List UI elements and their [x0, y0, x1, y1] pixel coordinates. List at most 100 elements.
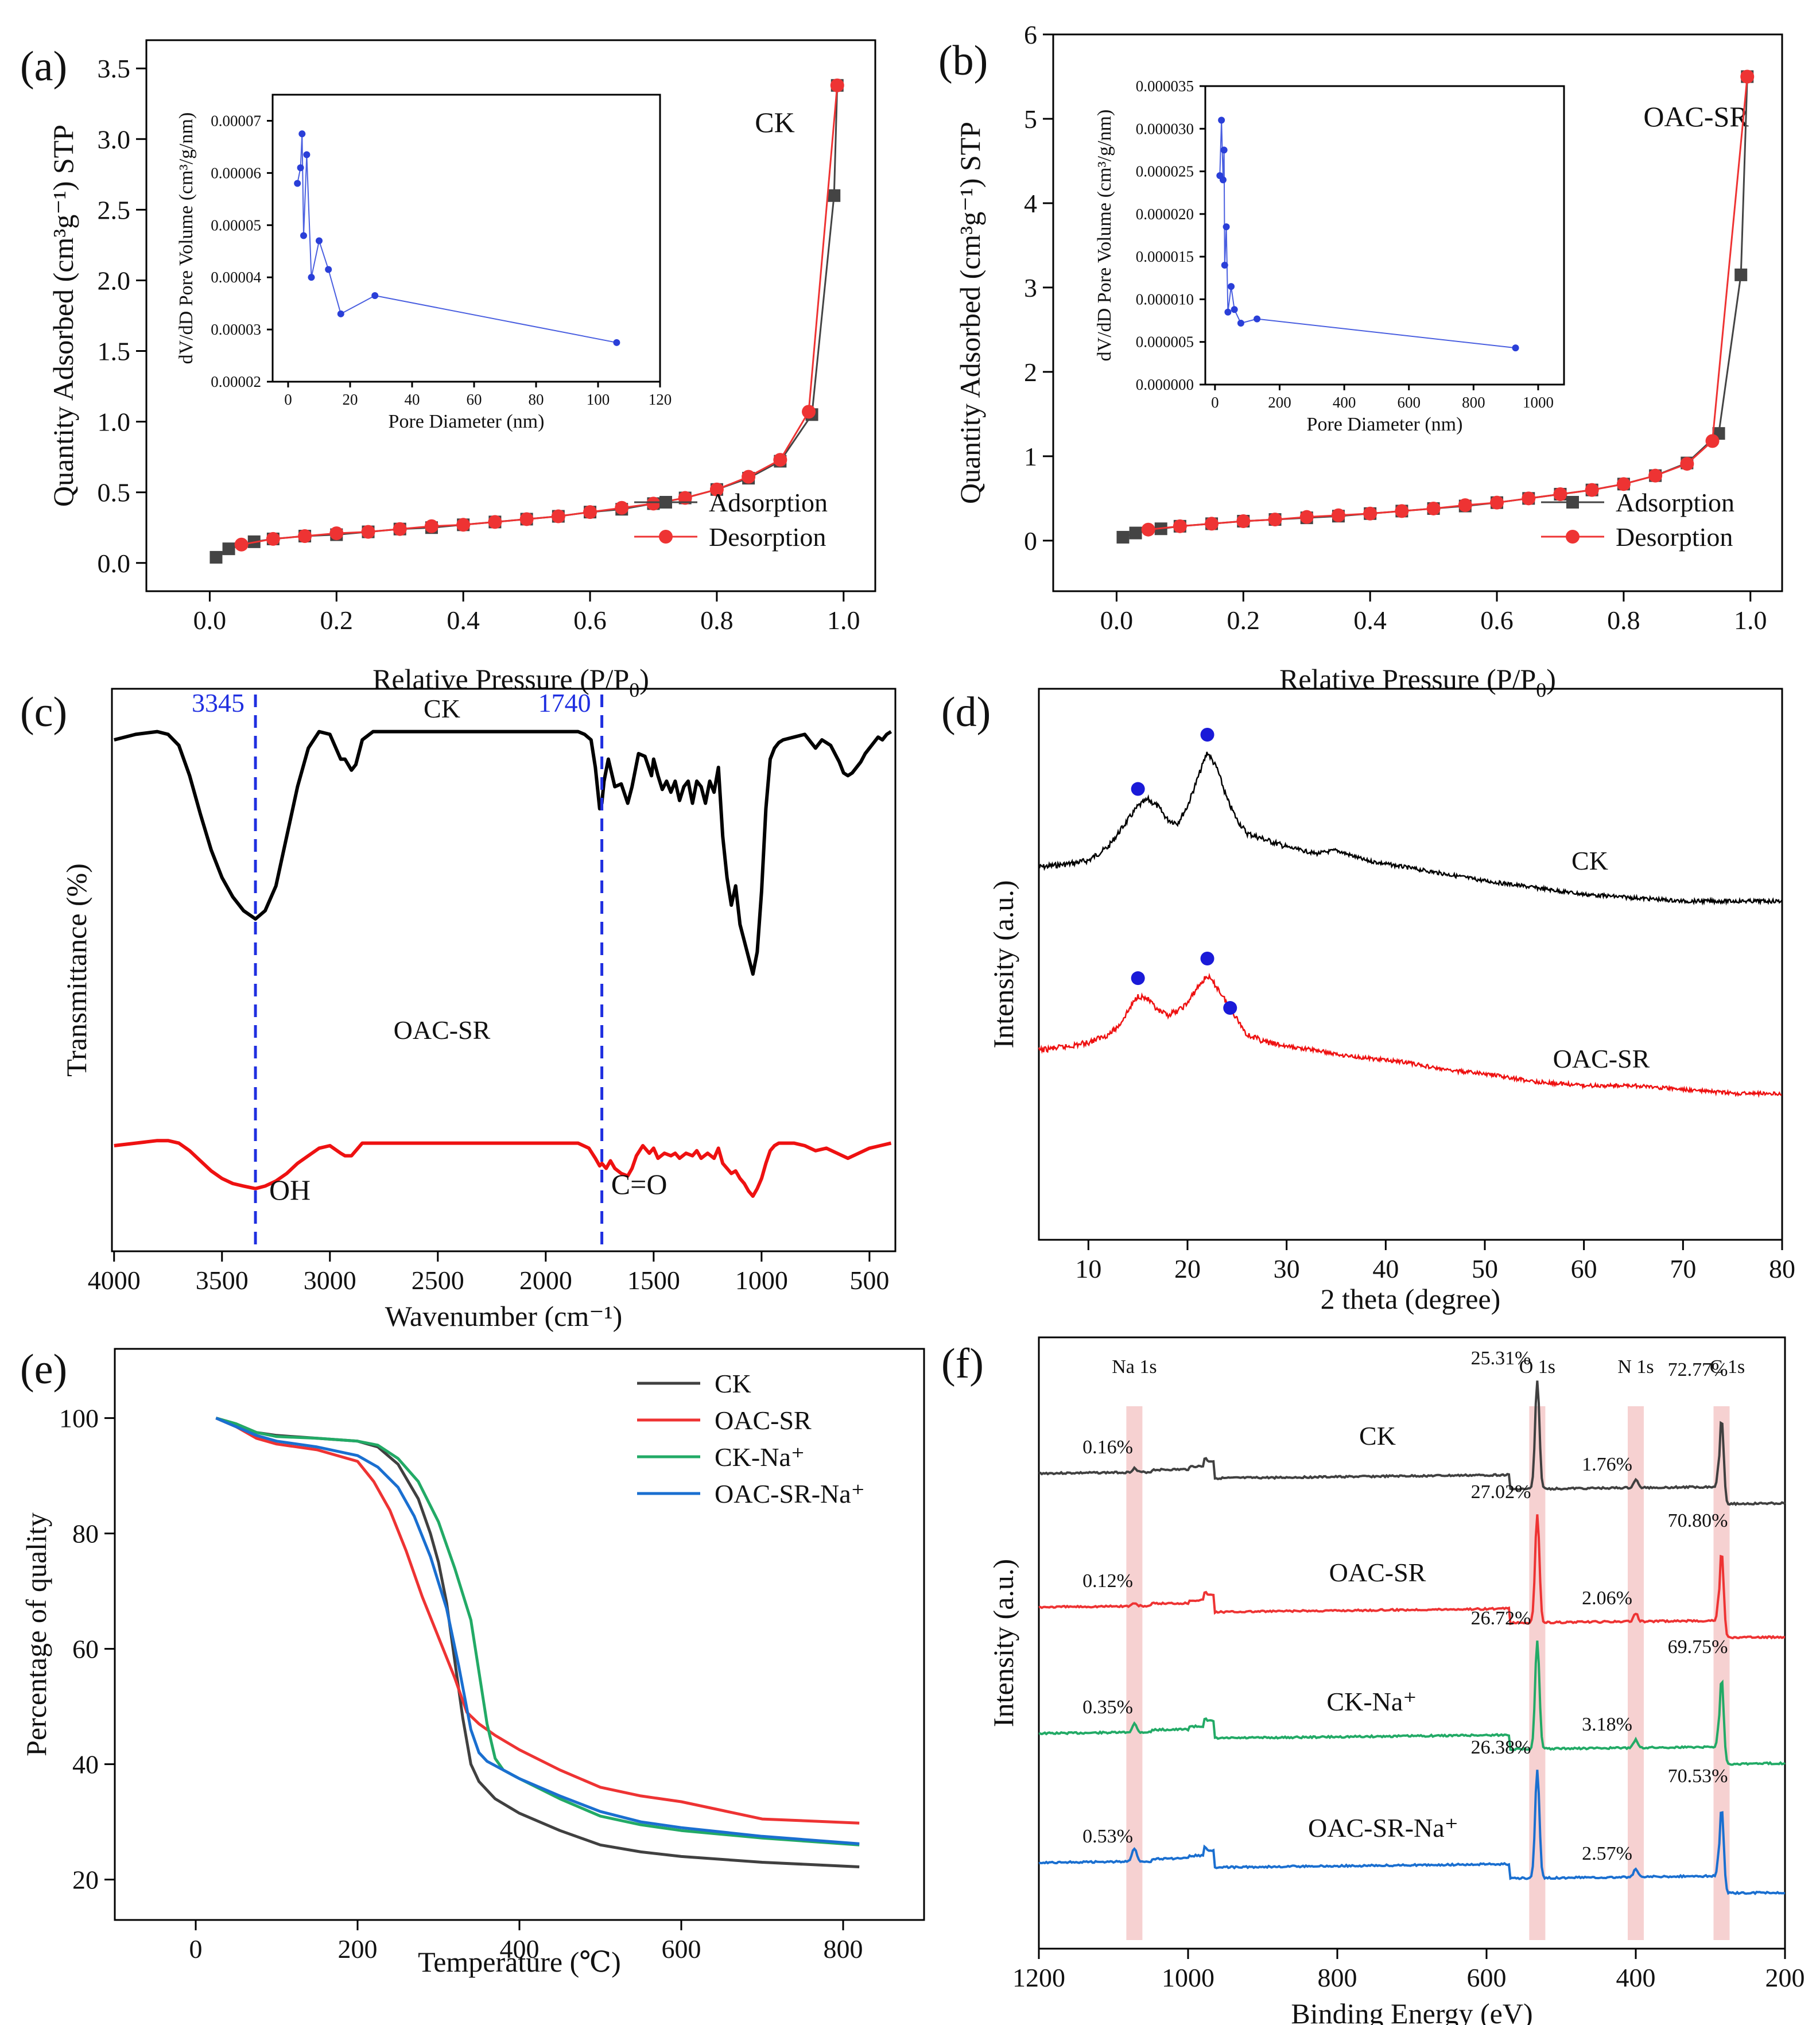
- x-axis-label: Temperature (℃): [418, 1946, 621, 1978]
- data-point-circle: [583, 505, 597, 519]
- y-tick-label: 0.000025: [1136, 163, 1194, 180]
- label-co: C=O: [611, 1168, 668, 1200]
- x-tick-label: 1.0: [1734, 606, 1767, 635]
- x-tick-label: 800: [824, 1934, 863, 1964]
- inset-point: [1231, 306, 1238, 313]
- data-point-circle: [1616, 477, 1631, 491]
- x-tick-label: 4000: [88, 1266, 141, 1295]
- x-tick-label: 0.2: [320, 606, 354, 635]
- x-tick-label: 200: [1765, 1963, 1805, 1992]
- y-axis-label: Transmittance (%): [60, 863, 92, 1077]
- x-tick-label: 40: [1372, 1254, 1399, 1283]
- data-point-circle: [1740, 69, 1755, 84]
- x-axis-label-end: ): [1546, 663, 1556, 695]
- band-label: C 1s: [1710, 1356, 1745, 1378]
- series-line: [215, 1417, 860, 1825]
- x-tick-label: 0.8: [700, 606, 734, 635]
- data-point-circle: [830, 78, 844, 92]
- xps-series-line: [1038, 1514, 1786, 1640]
- panel-letter: (d): [941, 689, 991, 736]
- legend-label: CK-Na⁺: [715, 1442, 805, 1472]
- label-oh: OH: [269, 1174, 311, 1206]
- y-tick-label: 5: [1024, 104, 1037, 134]
- data-point-circle: [1173, 519, 1187, 533]
- data-point-circle: [1426, 501, 1441, 515]
- x-tick-label: 800: [1462, 394, 1485, 411]
- x-tick-label: 600: [1397, 394, 1421, 411]
- x-axis-label-main: Relative Pressure (P/P: [372, 663, 629, 695]
- x-tick-label: 400: [1333, 394, 1356, 411]
- data-point-circle: [802, 405, 816, 419]
- y-tick-label: 1: [1024, 442, 1037, 471]
- inset-point: [1218, 117, 1225, 124]
- legend-label: OAC-SR: [715, 1406, 812, 1435]
- peak-marker: [1131, 971, 1145, 986]
- panel-a: (a) 0.0 0.2 0.4 0.6 0.8 1.0 0.0 0.5 1.0 1.5 2.0 2.5 3…: [20, 39, 876, 701]
- x-tick-label: 0.6: [573, 606, 607, 635]
- na-percent-label: 0.35%: [1082, 1697, 1133, 1718]
- plot-frame: [1204, 85, 1565, 386]
- x-tick-label: 20: [1174, 1254, 1201, 1283]
- x-axis-label: Wavenumber (cm⁻¹): [385, 1300, 623, 1332]
- y-tick-label: 0: [1024, 526, 1037, 556]
- element-band: [1529, 1406, 1546, 1940]
- x-tick-label: 1000: [1523, 394, 1554, 411]
- inset-point: [1219, 176, 1227, 184]
- plot-frame: [111, 688, 897, 1252]
- data-point-circle: [1648, 468, 1663, 483]
- y-tick-label: 0.00007: [211, 112, 261, 129]
- data-point-circle: [1331, 508, 1345, 522]
- plot-frame: [1038, 1336, 1786, 1950]
- y-tick-label: 80: [72, 1519, 99, 1549]
- inset-x-label: Pore Diameter (nm): [1307, 414, 1463, 435]
- y-tick-label: 20: [72, 1865, 99, 1895]
- y-tick-label: 0.000020: [1136, 205, 1194, 223]
- x-tick-label: 1000: [735, 1266, 788, 1295]
- y-axis-label: Intensity (a.u.): [987, 880, 1019, 1049]
- y-tick-label: 0.00003: [211, 321, 261, 338]
- series-line-ck: [1038, 751, 1783, 906]
- o-percent-label: 26.72%: [1471, 1608, 1531, 1629]
- n-percent-label: 2.57%: [1582, 1843, 1632, 1864]
- inset-point: [337, 310, 344, 317]
- data-point-square: [222, 542, 235, 556]
- inset-point: [371, 292, 379, 299]
- inset-point: [1220, 146, 1228, 154]
- o-percent-label: 25.31%: [1471, 1348, 1531, 1369]
- panel-letter: (b): [938, 37, 988, 84]
- label-ck: CK: [424, 694, 460, 723]
- series-line: [215, 1417, 860, 1846]
- legend-marker: [1566, 496, 1579, 509]
- data-point-circle: [298, 529, 312, 543]
- legend-marker: [1566, 530, 1580, 544]
- x-tick-label: 200: [1268, 394, 1291, 411]
- data-point-circle: [424, 519, 438, 533]
- n-percent-label: 2.06%: [1582, 1588, 1632, 1609]
- data-point-circle: [456, 518, 471, 532]
- y-tick-label: 0.00005: [211, 216, 261, 234]
- band-label: O 1s: [1519, 1356, 1555, 1378]
- data-point-circle: [361, 525, 375, 539]
- data-point-circle: [329, 526, 344, 541]
- data-point-circle: [234, 537, 249, 552]
- data-point-circle: [1553, 487, 1567, 501]
- xps-series-line: [1038, 1640, 1786, 1766]
- y-tick-label: 0.000015: [1136, 248, 1194, 265]
- data-point-circle: [488, 515, 502, 529]
- x-tick-label: 2000: [519, 1266, 572, 1295]
- xps-series-line: [1038, 1770, 1786, 1895]
- sample-title: OAC-SR: [1643, 100, 1749, 133]
- na-percent-label: 0.12%: [1082, 1570, 1133, 1592]
- x-tick-label: 600: [662, 1934, 701, 1964]
- data-point-square: [209, 550, 223, 564]
- x-tick-label: 10: [1075, 1254, 1101, 1283]
- y-tick-label: 0.000005: [1136, 333, 1194, 351]
- x-tick-label: 100: [587, 391, 610, 408]
- x-tick-label: 40: [405, 391, 420, 408]
- legend-label: OAC-SR-Na⁺: [715, 1479, 865, 1508]
- x-tick-label: 30: [1274, 1254, 1300, 1283]
- x-tick-label: 80: [1769, 1254, 1795, 1283]
- y-tick-label: 2.5: [98, 195, 131, 224]
- data-point-circle: [266, 532, 280, 546]
